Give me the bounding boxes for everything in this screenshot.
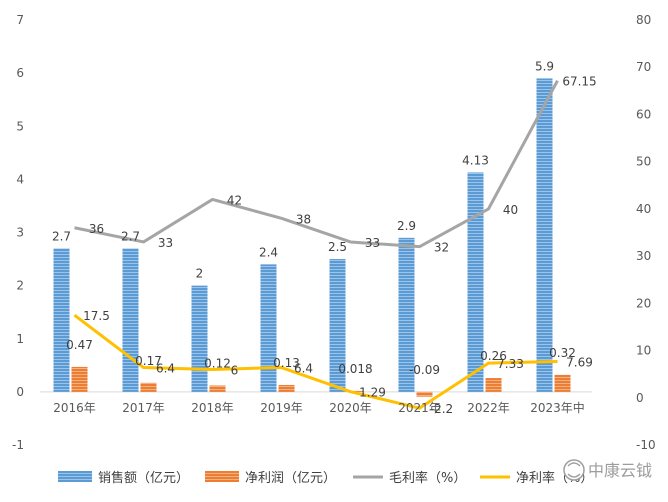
profit-bar <box>278 384 295 392</box>
watermark-icon-mark <box>567 462 581 478</box>
category-label: 2022年 <box>467 401 510 415</box>
category-label: 2023年中 <box>530 400 585 415</box>
net-margin-label: 6 <box>231 363 239 377</box>
right-axis-tick: 40 <box>636 202 651 216</box>
gross-margin-line <box>74 79 559 249</box>
profit-bar <box>554 374 571 392</box>
net-margin-label: 7.33 <box>497 357 524 371</box>
profit-bar <box>485 378 502 392</box>
right-axis-tick: 50 <box>636 155 651 169</box>
category-label: 2021年 <box>398 401 441 415</box>
net-margin-label: 1.29 <box>359 386 386 400</box>
right-axis-tick: 20 <box>636 296 651 310</box>
profit-label: 0.32 <box>549 346 576 360</box>
right-axis-tick: 80 <box>636 13 651 27</box>
profit-label: -0.09 <box>409 363 440 377</box>
sales-bar <box>536 78 553 392</box>
profit-label: 0.47 <box>66 338 93 352</box>
right-axis-tick: 70 <box>636 60 651 74</box>
sales-label: 5.9 <box>535 59 554 73</box>
sales-bar <box>329 259 346 392</box>
net-margin-label: 7.69 <box>566 355 593 369</box>
profit-label: 0.13 <box>273 356 300 370</box>
legend-gross-margin-label: 毛利率（%） <box>389 470 466 486</box>
category-label: 2016年 <box>53 401 96 415</box>
left-axis-tick: 0 <box>16 385 24 399</box>
category-label: 2017年 <box>122 401 165 415</box>
left-axis-tick: 2 <box>16 279 24 293</box>
net-margin-label: 6.4 <box>156 362 175 376</box>
legend-sales-swatch <box>58 471 92 482</box>
legend-gross-margin: 毛利率（%） <box>353 470 466 486</box>
left-axis-tick: 6 <box>16 66 24 80</box>
sales-bar <box>260 264 277 392</box>
profit-label: 0.26 <box>480 349 507 363</box>
right-axis-tick: 60 <box>636 107 651 121</box>
legend-profit-swatch <box>205 471 239 482</box>
legend-profit-label: 净利润（亿元） <box>245 471 336 486</box>
gross-margin-label: 32 <box>434 241 449 255</box>
right-axis-tick: 30 <box>636 249 651 263</box>
sales-bar <box>122 248 139 392</box>
gross-margin-label: 42 <box>227 193 242 207</box>
category-label: 2019年 <box>260 401 303 415</box>
gross-margin-label: 36 <box>89 222 104 236</box>
profit-label: 0.018 <box>338 362 372 376</box>
sales-label: 2.7 <box>121 229 140 243</box>
profit-bar <box>140 382 157 392</box>
sales-bar <box>398 237 415 392</box>
sales-label: 2.5 <box>328 240 347 254</box>
left-axis-tick: 5 <box>16 119 24 133</box>
sales-bar <box>53 248 70 392</box>
gross-margin-label: 40 <box>503 203 518 217</box>
profit-bar <box>209 385 226 392</box>
sales-bar <box>191 285 208 392</box>
left-axis-tick: 1 <box>16 332 24 346</box>
left-axis-tick: 4 <box>16 172 24 186</box>
sales-label: 2 <box>196 267 204 281</box>
category-label: 2018年 <box>191 401 234 415</box>
profit-label: 0.17 <box>135 354 162 368</box>
sales-label: 2.9 <box>397 219 416 233</box>
net-margin-label: -2.2 <box>430 402 453 416</box>
legend-sales: 销售额（亿元） <box>58 470 189 486</box>
right-axis-tick: 10 <box>636 344 651 358</box>
sales-label: 2.7 <box>52 229 71 243</box>
gross-margin-label: 67.15 <box>562 75 596 89</box>
legend-profit: 净利润（亿元） <box>205 471 336 486</box>
profit-label: 0.12 <box>204 357 231 371</box>
watermark-logo: 中康云钺 <box>563 459 652 481</box>
right-axis-tick: -10 <box>636 438 656 452</box>
gross-margin-label: 38 <box>296 212 311 226</box>
net-margin-label: 17.5 <box>83 309 110 323</box>
category-label: 2020年 <box>329 401 372 415</box>
left-axis-tick: 3 <box>16 226 24 240</box>
net-margin-line <box>73 313 558 410</box>
watermark: 中康云钺 <box>563 459 652 481</box>
legend-sales-label: 销售额（亿元） <box>98 470 189 486</box>
left-axis-tick: 7 <box>16 13 24 27</box>
legend: 销售额（亿元） 净利润（亿元） 毛利率（%） 净利率（%） <box>58 470 593 486</box>
gross-margin-label: 33 <box>158 236 173 250</box>
left-axis-tick: -1 <box>12 438 24 452</box>
watermark-text: 中康云钺 <box>588 461 652 480</box>
profit-bar <box>416 391 433 397</box>
sales-label: 2.4 <box>259 245 278 259</box>
profit-bar <box>71 366 88 392</box>
sales-label: 4.13 <box>462 153 489 167</box>
sales-bar <box>467 172 484 392</box>
right-axis-tick: 0 <box>636 391 644 405</box>
gross-margin-label: 33 <box>365 236 380 250</box>
net-margin-label: 6.4 <box>294 362 313 376</box>
